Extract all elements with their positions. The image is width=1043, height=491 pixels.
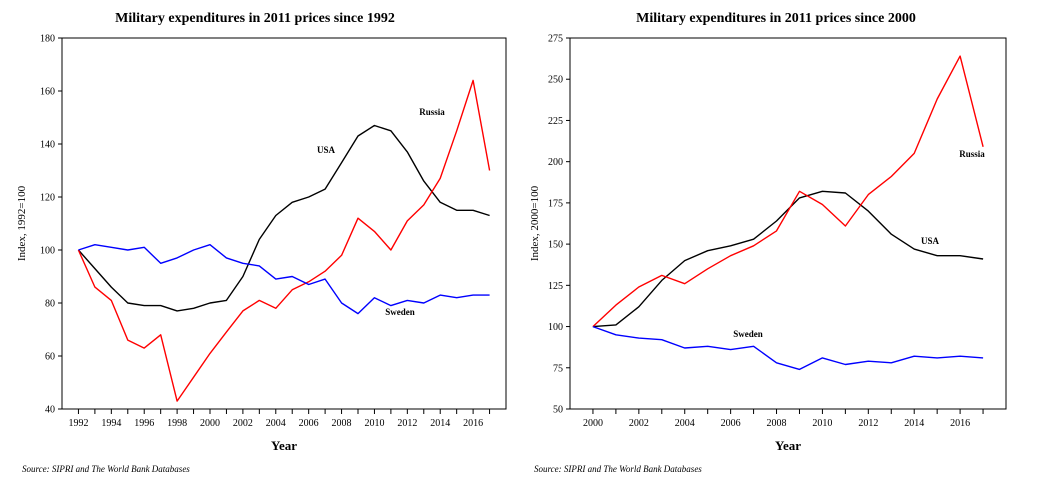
y-tick-label: 120 (40, 193, 55, 204)
y-tick-label: 180 (40, 34, 55, 45)
x-axis-title: Year (775, 438, 801, 453)
series-label-russia: Russia (959, 149, 985, 159)
x-tick-label: 2016 (950, 418, 970, 429)
x-tick-label: 2002 (629, 418, 649, 429)
x-tick-label: 1996 (134, 418, 154, 429)
y-tick-label: 150 (548, 240, 563, 251)
series-label-sweden: Sweden (733, 329, 763, 339)
y-tick-label: 140 (40, 140, 55, 151)
series-line-russia (592, 55, 984, 328)
series-label-usa: USA (921, 236, 940, 246)
series-line-usa (77, 124, 490, 312)
y-tick-label: 50 (553, 405, 563, 416)
x-tick-label: 1998 (167, 418, 187, 429)
x-tick-label: 2006 (299, 418, 319, 429)
y-tick-label: 75 (553, 363, 563, 374)
y-tick-label: 125 (548, 281, 563, 292)
x-tick-label: 2006 (721, 418, 741, 429)
x-tick-label: 2012 (858, 418, 878, 429)
x-tick-label: 2004 (266, 418, 286, 429)
plot-frame (61, 37, 507, 410)
x-tick-label: 1994 (101, 418, 121, 429)
chart-title: Military expenditures in 2011 prices sin… (115, 11, 395, 26)
y-tick-label: 100 (40, 246, 55, 257)
y-axis-title: Index, 1992=100 (16, 185, 28, 261)
series-line-usa (592, 190, 984, 328)
y-tick-label: 80 (45, 299, 55, 310)
x-tick-label: 2010 (364, 418, 384, 429)
x-tick-label: 1992 (68, 418, 88, 429)
chart-title: Military expenditures in 2011 prices sin… (636, 11, 916, 26)
y-tick-label: 275 (548, 34, 563, 45)
x-tick-label: 2000 (200, 418, 220, 429)
x-tick-label: 2014 (430, 418, 450, 429)
chart-1: Military expenditures in 2011 prices sin… (16, 11, 507, 474)
y-axis-title: Index, 2000=100 (529, 185, 541, 261)
x-tick-label: 2000 (583, 418, 603, 429)
x-tick-label: 2014 (904, 418, 924, 429)
x-axis-title: Year (271, 438, 297, 453)
y-tick-label: 175 (548, 198, 563, 209)
y-tick-label: 160 (40, 87, 55, 98)
series-label-russia: Russia (419, 107, 445, 117)
series-line-sweden (592, 325, 984, 371)
y-tick-label: 200 (548, 157, 563, 168)
series-label-sweden: Sweden (385, 307, 415, 317)
x-tick-label: 2008 (332, 418, 352, 429)
y-tick-label: 250 (548, 75, 563, 86)
chart-2: Military expenditures in 2011 prices sin… (529, 11, 1007, 474)
x-tick-label: 2002 (233, 418, 253, 429)
y-tick-label: 100 (548, 322, 563, 333)
source-note: Source: SIPRI and The World Bank Databas… (22, 464, 190, 474)
y-tick-label: 40 (45, 405, 55, 416)
x-tick-label: 2004 (675, 418, 695, 429)
x-tick-label: 2012 (397, 418, 417, 429)
x-tick-label: 2016 (463, 418, 483, 429)
x-tick-label: 2008 (767, 418, 787, 429)
y-tick-label: 60 (45, 352, 55, 363)
source-note: Source: SIPRI and The World Bank Databas… (534, 464, 702, 474)
x-tick-label: 2010 (812, 418, 832, 429)
series-line-sweden (78, 243, 490, 315)
y-tick-label: 225 (548, 116, 563, 127)
series-line-russia (77, 79, 491, 402)
series-label-usa: USA (317, 145, 336, 155)
plot-frame (569, 37, 1007, 410)
